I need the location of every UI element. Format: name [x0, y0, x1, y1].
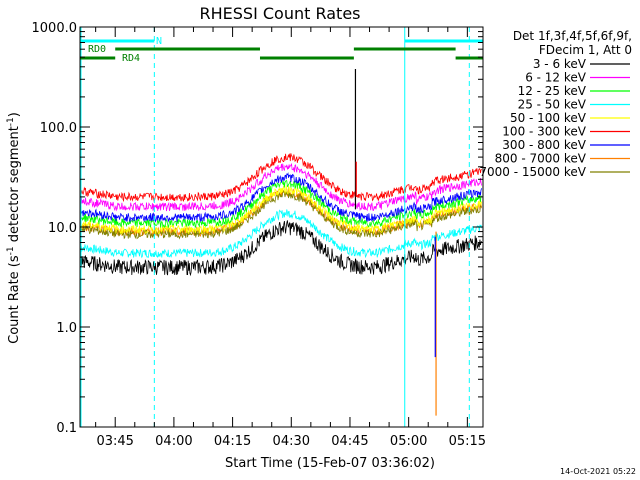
legend-label: 50 - 100 keV	[510, 111, 587, 125]
legend-label: 12 - 25 keV	[518, 84, 587, 98]
x-tick-label: 04:30	[273, 434, 310, 449]
legend-header-2: FDecim 1, Att 0	[539, 43, 632, 57]
x-axis: 03:45 04:00 04:15 04:30 04:45 05:00 05:15	[95, 27, 486, 449]
y-tick-label: 1000.0	[32, 21, 78, 36]
rd0-label: RD0	[88, 44, 106, 55]
y-tick-label: 0.1	[56, 421, 77, 436]
y-tick-label: 1.0	[56, 321, 77, 336]
night-label: N	[156, 36, 162, 47]
legend-label: 6 - 12 keV	[525, 71, 587, 85]
y-tick-label: 100.0	[40, 121, 77, 136]
legend: Det 1f,3f,4f,5f,6f,9f, FDecim 1, Att 0 3…	[479, 29, 632, 179]
series-line-3	[80, 209, 482, 259]
plot-area: RD0 RD4 N	[79, 26, 484, 428]
legend-label: 800 - 7000 keV	[495, 152, 587, 166]
legend-label: 3 - 6 keV	[533, 57, 587, 71]
series-line-0	[80, 220, 482, 277]
x-tick-label: 05:00	[390, 434, 427, 449]
series-line-6	[80, 172, 482, 223]
x-tick-label: 04:15	[214, 434, 251, 449]
series-line-4	[80, 184, 482, 236]
x-tick-label: 03:45	[96, 434, 133, 449]
legend-header-1: Det 1f,3f,4f,5f,6f,9f,	[513, 29, 632, 43]
legend-label: 300 - 800 keV	[502, 138, 586, 152]
timestamp: 14-Oct-2021 05:22	[560, 467, 636, 476]
y-axis-label: Count Rate (s-1 detector segment-1)	[6, 112, 22, 344]
x-tick-label: 04:00	[155, 434, 192, 449]
series-line-8	[80, 190, 482, 240]
x-tick-label: 04:45	[331, 434, 368, 449]
legend-label: 25 - 50 keV	[518, 98, 587, 112]
rd4-label: RD4	[122, 53, 140, 64]
y-tick-label: 10.0	[48, 221, 77, 236]
chart-title: RHESSI Count Rates	[200, 4, 361, 23]
x-axis-label: Start Time (15-Feb-07 03:36:02)	[225, 456, 435, 471]
series-line-1	[80, 163, 482, 212]
series-lines	[80, 69, 482, 416]
series-line-5	[80, 153, 482, 203]
state-flags: RD0 RD4 N	[80, 36, 483, 64]
x-tick-label: 05:15	[449, 434, 486, 449]
legend-label: 7000 - 15000 keV	[479, 165, 586, 179]
legend-label: 100 - 300 keV	[502, 125, 586, 139]
y-axis: 0.1 1.0 10.0 100.0 1000.0	[32, 21, 483, 436]
